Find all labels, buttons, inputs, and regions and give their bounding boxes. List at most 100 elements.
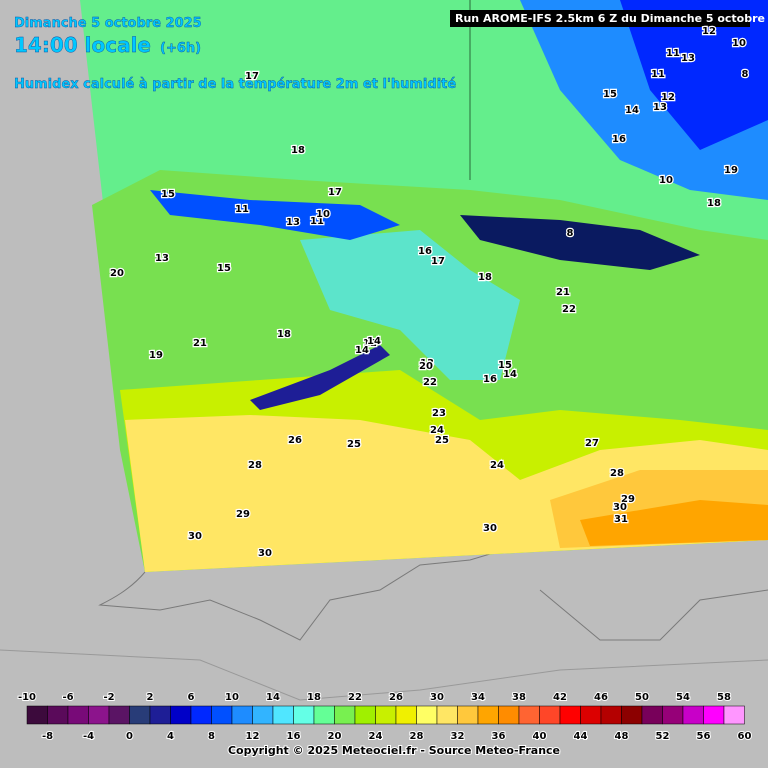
- legend-swatch: [436, 705, 458, 725]
- contour-label: 20: [110, 268, 124, 279]
- legend-swatch: [641, 705, 663, 725]
- legend-top-label: 30: [430, 692, 444, 703]
- contour-label: 26: [288, 435, 302, 446]
- contour-label: 16: [418, 246, 432, 257]
- legend-swatch: [26, 705, 48, 725]
- contour-label: 19: [149, 350, 163, 361]
- legend-bottom-label: 4: [167, 731, 174, 742]
- legend-swatch: [354, 705, 376, 725]
- legend-top-label: 58: [717, 692, 731, 703]
- lead-time: (+6h): [160, 41, 201, 56]
- legend-top-label: 46: [594, 692, 608, 703]
- humidex-field: [80, 0, 768, 572]
- legend-swatch: [539, 705, 561, 725]
- contour-label: 25: [347, 439, 361, 450]
- contour-label: 30: [613, 502, 627, 513]
- contour-label: 8: [567, 228, 574, 239]
- legend-swatch: [662, 705, 684, 725]
- contour-label: 28: [610, 468, 624, 479]
- contour-label: 13: [681, 53, 695, 64]
- legend-top-label: 54: [676, 692, 690, 703]
- legend-bottom-label: 36: [492, 731, 506, 742]
- legend-bottom-label: 28: [410, 731, 424, 742]
- legend-bottom-label: 12: [246, 731, 260, 742]
- legend-swatch: [559, 705, 581, 725]
- run-banner: [450, 10, 750, 27]
- legend-swatch: [682, 705, 704, 725]
- contour-label: 18: [707, 198, 721, 209]
- contour-label: 13: [653, 102, 667, 113]
- contour-label: 11: [235, 204, 249, 215]
- contour-label: 14: [355, 345, 369, 356]
- contour-label: 30: [258, 548, 272, 559]
- run-info: Run AROME-IFS 2.5km 6 Z du Dimanche 5 oc…: [455, 12, 768, 25]
- legend-swatch: [518, 705, 540, 725]
- legend-swatch: [88, 705, 110, 725]
- contour-label: 15: [603, 89, 617, 100]
- legend-top-label: -2: [103, 692, 114, 703]
- legend-top-label: -10: [18, 692, 36, 703]
- legend-swatch: [723, 705, 745, 725]
- contour-label: 14: [503, 369, 517, 380]
- legend-swatch: [600, 705, 622, 725]
- contour-label: 21: [193, 338, 207, 349]
- contour-label: 28: [248, 460, 262, 471]
- contour-label: 22: [562, 304, 576, 315]
- contour-label: 11: [651, 69, 665, 80]
- legend-swatch: [580, 705, 602, 725]
- contour-label: 12: [661, 92, 675, 103]
- legend-bottom-label: 32: [451, 731, 465, 742]
- legend-top-label: 18: [307, 692, 321, 703]
- legend-swatch: [272, 705, 294, 725]
- legend-swatch: [190, 705, 212, 725]
- legend-bottom-label: 48: [615, 731, 629, 742]
- legend-top-label: 42: [553, 692, 567, 703]
- legend-swatch: [334, 705, 356, 725]
- contour-label: 24: [430, 425, 444, 436]
- legend-top-label: 50: [635, 692, 649, 703]
- contour-label: 29: [236, 509, 250, 520]
- legend-top-label: 22: [348, 692, 362, 703]
- contour-label: 29: [621, 494, 635, 505]
- legend-swatch: [621, 705, 643, 725]
- contour-label: 18: [291, 145, 305, 156]
- contour-label: 17: [328, 187, 342, 198]
- legend-bottom-label: 40: [533, 731, 547, 742]
- legend-swatch: [149, 705, 171, 725]
- contour-label: 15: [217, 263, 231, 274]
- legend-top-label: 34: [471, 692, 485, 703]
- legend-swatch: [375, 705, 397, 725]
- legend-bottom-label: 52: [656, 731, 670, 742]
- legend-top-label: 6: [188, 692, 195, 703]
- legend-swatch: [477, 705, 499, 725]
- contour-label: 10: [659, 175, 673, 186]
- contour-label: 24: [490, 460, 504, 471]
- legend-top-label: -6: [62, 692, 73, 703]
- contour-label: 11: [310, 216, 324, 227]
- legend-bottom-label: -8: [42, 731, 53, 742]
- legend-bottom-label: 60: [738, 731, 752, 742]
- contour-label: 10: [316, 209, 330, 220]
- legend-swatch: [170, 705, 192, 725]
- contour-label: 18: [478, 272, 492, 283]
- contour-label: 25: [435, 435, 449, 446]
- legend-bottom-label: 44: [574, 731, 588, 742]
- contour-label: 14: [367, 336, 381, 347]
- color-legend: -10 -6 -2 2 6 10 14 18 22 26 30 34 38 42 46 50 54 58-8 -4 0…: [17, 691, 753, 743]
- legend-swatch: [211, 705, 233, 725]
- legend-bottom-label: -4: [83, 731, 94, 742]
- contour-label: 18: [277, 329, 291, 340]
- legend-swatch: [47, 705, 69, 725]
- legend-swatch: [231, 705, 253, 725]
- date: Dimanche 5 octobre 2025: [14, 16, 202, 31]
- contour-label: 13: [286, 217, 300, 228]
- contour-label: 8: [742, 69, 749, 80]
- contour-label: 30: [483, 523, 497, 534]
- legend-bottom-label: 24: [369, 731, 383, 742]
- contour-label: 12: [363, 338, 377, 349]
- contour-label: 19: [724, 165, 738, 176]
- legend-bottom-label: 56: [697, 731, 711, 742]
- contour-label: 22: [423, 377, 437, 388]
- contour-label: 10: [732, 38, 746, 49]
